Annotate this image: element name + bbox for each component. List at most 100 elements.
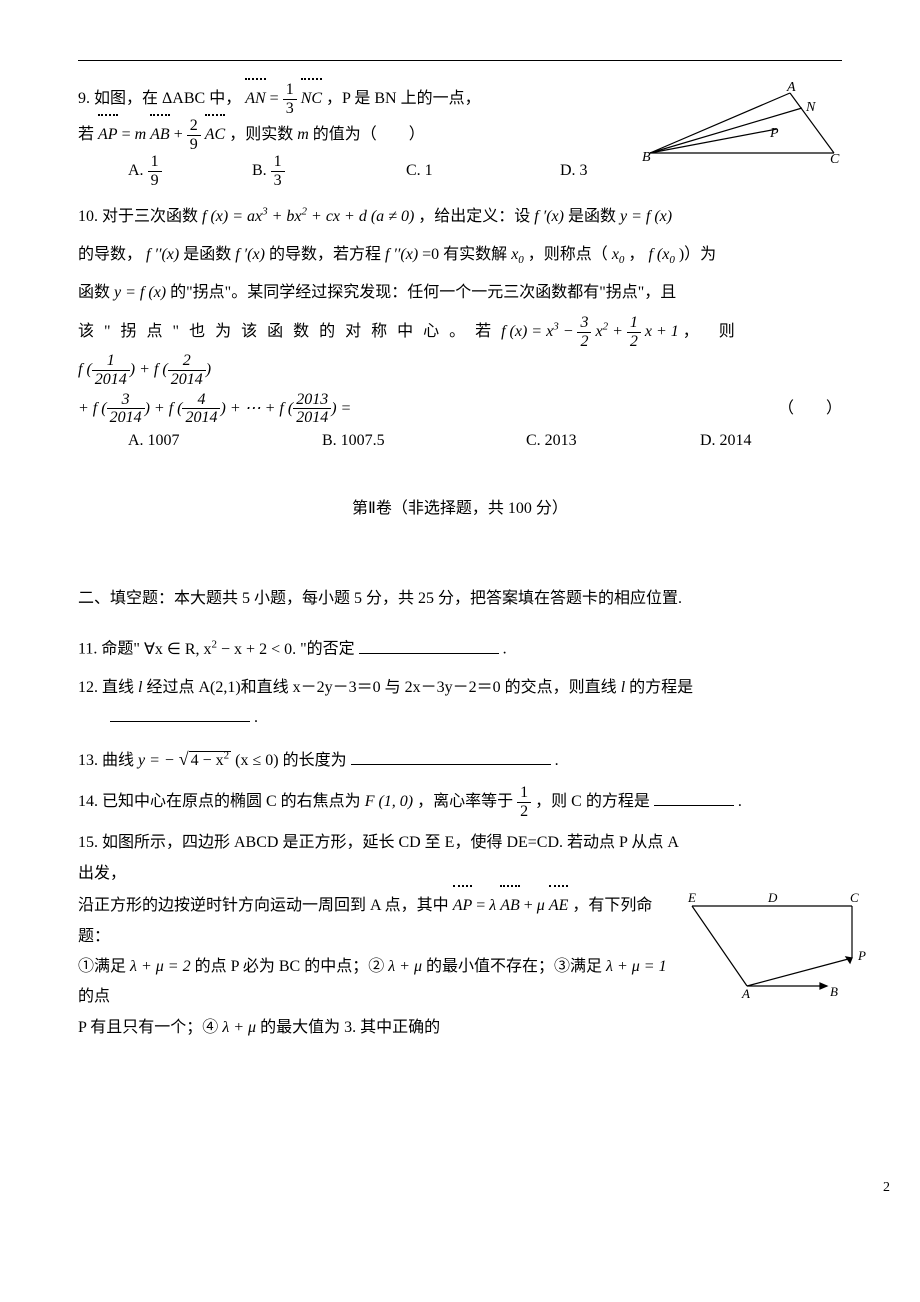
q9-text: 9. 如图，在 — [78, 90, 158, 107]
q9-text: ，P 是 BN 上的一点， — [326, 90, 481, 107]
math: y = f (x) — [620, 208, 672, 225]
sum-expr: + f (32014) + f (42014) + ⋯ + f (2013201… — [78, 400, 351, 417]
math: f ′′(x) — [385, 246, 418, 263]
q15-text: ①满足 — [78, 958, 130, 975]
label-E: E — [687, 890, 696, 905]
var-l: l — [138, 679, 142, 696]
q11-text: "的否定 — [300, 641, 355, 658]
math: λ + μ = 2 — [130, 958, 191, 975]
q10-text: 是函数 — [568, 208, 620, 225]
label-D: D — [767, 890, 778, 905]
math: ∀x ∈ R, x2 − x + 2 < 0. — [144, 641, 296, 658]
period: . — [503, 641, 507, 658]
vec-AB: AB — [150, 118, 170, 150]
paren: （ ） — [778, 390, 842, 428]
figure-q9: B C A N P — [642, 81, 842, 182]
fill-header: 二、填空题：本大题共 5 小题，每小题 5 分，共 25 分，把答案填在答题卡的… — [78, 584, 842, 614]
equals: = — [476, 897, 489, 914]
period: . — [738, 793, 742, 810]
math: λ + μ = 1 — [606, 958, 667, 975]
question-10: 10. 对于三次函数 f (x) = ax3 + bx2 + cx + d (a… — [78, 198, 842, 454]
q12-text: 12. 直线 — [78, 679, 138, 696]
math: x0 — [612, 246, 625, 263]
equals: = — [270, 90, 283, 107]
vec-AB: AB — [500, 889, 520, 921]
question-12: 12. 直线 l 经过点 A(2,1)和直线 x－2y－3＝0 与 2x－3y－… — [78, 673, 842, 734]
q14-text: ，离心率等于 — [417, 793, 517, 810]
q9-triangle: ΔABC — [162, 90, 205, 107]
math: y = − — [138, 752, 175, 769]
label-C: C — [830, 152, 840, 167]
vec-AC: AC — [205, 118, 225, 150]
choice-B: B. 13 — [252, 153, 402, 189]
period: . — [254, 709, 258, 726]
q10-text: )）为 — [679, 246, 716, 263]
q15-text: 15. 如图所示，四边形 ABCD 是正方形，延长 CD 至 E，使得 DE=C… — [78, 834, 678, 881]
choice-D: D. 2014 — [700, 428, 752, 454]
q10-text: ， 则 — [683, 323, 735, 340]
q15-text: P 有且只有一个；④ — [78, 1019, 218, 1036]
q9-text: ，则实数 — [229, 126, 297, 143]
blank — [110, 705, 250, 722]
var-m: m — [135, 126, 147, 143]
header-rule — [78, 60, 842, 61]
math: λ + μ — [388, 958, 422, 975]
q12-text: 经过点 A(2,1)和直线 x－2y－3＝0 与 2x－3y－2＝0 的交点，则… — [146, 679, 620, 696]
plus: + — [524, 897, 537, 914]
label-A: A — [741, 986, 750, 998]
q10-text: ，给出定义：设 — [418, 208, 534, 225]
math: F (1, 0) — [365, 793, 413, 810]
q10-text: 的"拐点"。某同学经过探究发现：任何一个一元三次函数都有"拐点"，且 — [170, 284, 676, 301]
q12-text: 的方程是 — [629, 679, 693, 696]
math: f (x) = ax3 + bx2 + cx + d (a ≠ 0) — [202, 208, 414, 225]
blank — [359, 637, 499, 654]
vec-AE: AE — [549, 889, 569, 921]
q9-text: 中， — [209, 90, 241, 107]
q13-text: 的长度为 — [283, 752, 347, 769]
question-11: 11. 命题" ∀x ∈ R, x2 − x + 2 < 0. "的否定 . — [78, 634, 842, 665]
vec-AP: AP — [453, 889, 473, 921]
question-14: 14. 已知中心在原点的椭圆 C 的右焦点为 F (1, 0) ，离心率等于 1… — [78, 784, 842, 820]
math: f (x0 — [648, 246, 674, 263]
q14-text: 14. 已知中心在原点的椭圆 C 的右焦点为 — [78, 793, 365, 810]
figure-q15: E D C P A B — [682, 888, 872, 1009]
question-9: B C A N P 9. 如图，在 ΔABC 中， AN = 13 NC ，P … — [78, 81, 842, 190]
lambda: λ — [489, 897, 496, 914]
choice-A: A. 1007 — [128, 428, 318, 454]
q9-text: 的值为（ ） — [313, 126, 425, 143]
frac-1-3: 13 — [283, 81, 297, 117]
q14-text: ，则 C 的方程是 — [535, 793, 650, 810]
math: x0 — [511, 246, 524, 263]
choice-C: C. 2013 — [526, 428, 696, 454]
section-2-title: 第Ⅱ卷（非选择题，共 100 分） — [78, 494, 842, 524]
label-C: C — [850, 890, 859, 905]
q10-text: ，则称点（ — [528, 246, 608, 263]
var-l: l — [621, 679, 625, 696]
q15-text: 的点 — [78, 988, 110, 1005]
math: y = f (x) — [114, 284, 166, 301]
vec-AN: AN — [245, 82, 265, 114]
q13-text: 13. 曲线 — [78, 752, 138, 769]
vec-AP: AP — [98, 118, 118, 150]
q15-text: 的最大值为 3. 其中正确的 — [260, 1019, 440, 1036]
math: f ′(x) — [235, 246, 265, 263]
q10-text: =0 有实数解 — [422, 246, 511, 263]
q10-text: 的导数， — [78, 246, 142, 263]
q10-text: 函数 — [78, 284, 114, 301]
q10-text: 是函数 — [183, 246, 235, 263]
choice-A: A. 19 — [128, 153, 248, 189]
math: (x ≤ 0) — [235, 752, 278, 769]
choice-D: D. 3 — [560, 156, 588, 186]
sum-expr: f (12014) + f (22014) — [78, 361, 211, 378]
frac-2-9: 29 — [187, 117, 201, 153]
label-P: P — [769, 126, 779, 141]
label-B: B — [642, 150, 651, 165]
math: λ + μ — [222, 1019, 256, 1036]
var-m: m — [297, 126, 309, 143]
label-P: P — [857, 948, 866, 963]
q15-text: 的最小值不存在；③满足 — [426, 958, 606, 975]
page-number: 2 — [883, 1175, 890, 1202]
q10-choices: A. 1007 B. 1007.5 C. 2013 D. 2014 — [78, 428, 842, 454]
q10-text: 的导数，若方程 — [269, 246, 385, 263]
q15-text: 的点 P 必为 BC 的中点；② — [195, 958, 385, 975]
